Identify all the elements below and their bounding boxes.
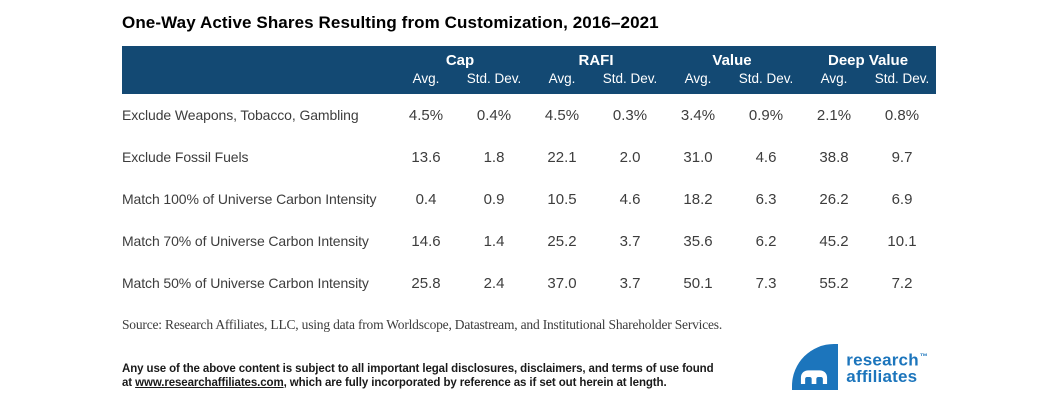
cell-value: 3.7 [619,232,641,250]
logo-line2: affiliates [846,366,918,386]
table-group-header-row: Cap RAFI Value Deep Value [122,46,937,70]
footer: Any use of the above content is subject … [122,344,936,400]
cell-value: 7.3 [755,274,777,292]
active-shares-table: Cap RAFI Value Deep Value Avg. Std. Dev.… [122,46,937,304]
cell-value: 4.6 [619,190,641,208]
header-spacer [122,70,392,94]
page-title: One-Way Active Shares Resulting from Cus… [122,13,659,32]
researchaffiliates-link[interactable]: www.researchaffiliates.com [135,376,284,389]
cell-value: 55.2 [819,274,849,292]
subheader-cap-avg: Avg. [392,70,460,94]
table-row: Exclude Fossil Fuels 13.6 1.8 22.1 2.0 3… [122,136,936,178]
source-note: Source: Research Affiliates, LLC, using … [122,317,723,332]
subheader-value-stddev: Std. Dev. [732,70,801,94]
cell-value: 38.8 [819,148,849,166]
header-spacer [122,46,392,70]
trademark-symbol: ™ [919,352,928,362]
cell-value: 6.9 [891,190,913,208]
cell-value: 0.8% [884,106,920,124]
legal-disclaimer: Any use of the above content is subject … [122,362,718,391]
subheader-deep-value-avg: Avg. [800,70,869,94]
cell-value: 1.4 [483,232,505,250]
column-group-cap: Cap [392,46,528,70]
cell-value: 0.9% [748,106,784,124]
table-subheader-row: Avg. Std. Dev. Avg. Std. Dev. Avg. Std. … [122,70,937,94]
cell-value: 3.4% [680,106,716,124]
cell-value: 13.6 [411,148,441,166]
cell-value: 35.6 [683,232,713,250]
cell-value: 10.1 [887,232,917,250]
cell-value: 31.0 [683,148,713,166]
research-affiliates-logo: research™ affiliates [792,344,928,390]
cell-value: 2.1% [816,106,852,124]
row-label: Match 50% of Universe Carbon Intensity [122,275,369,291]
logo-wordmark: research™ affiliates [846,349,928,385]
subheader-deep-value-stddev: Std. Dev. [868,70,937,94]
cell-value: 18.2 [683,190,713,208]
table-header: Cap RAFI Value Deep Value Avg. Std. Dev.… [122,46,937,94]
cell-value: 4.5% [544,106,580,124]
cell-value: 1.8 [483,148,505,166]
cell-value: 22.1 [547,148,577,166]
cell-value: 0.4% [476,106,512,124]
column-group-deep-value: Deep Value [800,46,937,70]
cell-value: 45.2 [819,232,849,250]
table-row: Exclude Weapons, Tobacco, Gambling 4.5% … [122,94,936,136]
cell-value: 2.0 [619,148,641,166]
table-row: Match 70% of Universe Carbon Intensity 1… [122,220,936,262]
subheader-value-avg: Avg. [664,70,732,94]
legal-text-after: , which are fully incorporated by refere… [283,376,667,389]
ra-logo-mark-icon [792,344,839,390]
cell-value: 4.6 [755,148,777,166]
cell-value: 26.2 [819,190,849,208]
subheader-cap-stddev: Std. Dev. [460,70,528,94]
column-group-value: Value [664,46,801,70]
column-group-rafi: RAFI [528,46,664,70]
subheader-rafi-stddev: Std. Dev. [596,70,664,94]
cell-value: 0.4 [415,190,437,208]
cell-value: 0.3% [612,106,648,124]
cell-value: 25.2 [547,232,577,250]
logo-line1: research [846,350,919,370]
cell-value: 37.0 [547,274,577,292]
cell-value: 6.3 [755,190,777,208]
subheader-rafi-avg: Avg. [528,70,596,94]
cell-value: 0.9 [483,190,505,208]
cell-value: 4.5% [408,106,444,124]
row-label: Match 100% of Universe Carbon Intensity [122,191,377,207]
cell-value: 14.6 [411,232,441,250]
table-row: Match 100% of Universe Carbon Intensity … [122,178,936,220]
cell-value: 10.5 [547,190,577,208]
table-row: Match 50% of Universe Carbon Intensity 2… [122,262,936,304]
cell-value: 2.4 [483,274,505,292]
cell-value: 7.2 [891,274,913,292]
row-label: Exclude Weapons, Tobacco, Gambling [122,107,359,123]
cell-value: 3.7 [619,274,641,292]
cell-value: 9.7 [891,148,913,166]
exhibit-content: One-Way Active Shares Resulting from Cus… [122,13,937,400]
cell-value: 6.2 [755,232,777,250]
legal-text-before: Any use of the above content is subject … [122,362,714,389]
cell-value: 50.1 [683,274,713,292]
row-label: Exclude Fossil Fuels [122,149,249,165]
row-label: Match 70% of Universe Carbon Intensity [122,233,369,249]
cell-value: 25.8 [411,274,441,292]
